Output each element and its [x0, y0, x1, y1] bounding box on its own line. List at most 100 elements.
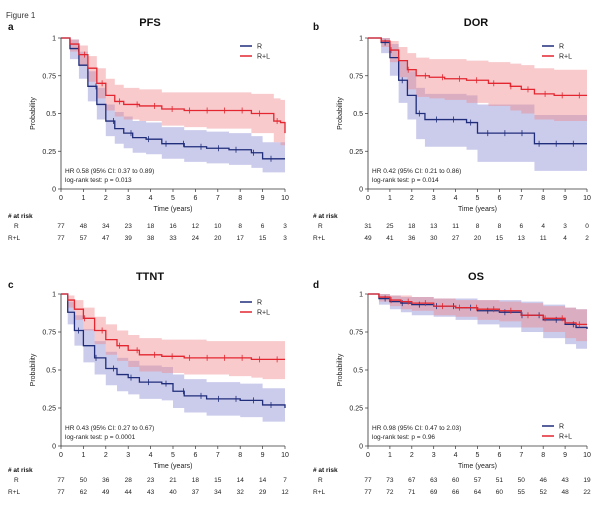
- x-tick-label: 6: [193, 195, 197, 202]
- risk-value: 11: [540, 235, 547, 242]
- risk-value: 15: [214, 477, 222, 484]
- x-axis-label: Time (years): [153, 206, 192, 213]
- risk-value: 48: [561, 489, 569, 496]
- x-tick-label: 6: [193, 452, 197, 459]
- y-tick-label: 0.5: [353, 368, 363, 375]
- risk-value: 30: [430, 235, 438, 242]
- y-tick-label: 0.75: [349, 330, 363, 337]
- risk-value: 41: [386, 235, 394, 242]
- x-tick-label: 8: [238, 195, 242, 202]
- risk-value: 60: [496, 489, 504, 496]
- x-tick-label: 0: [59, 195, 63, 202]
- risk-value: 64: [474, 489, 482, 496]
- risk-value: 15: [259, 235, 267, 242]
- risk-row-label: R: [14, 477, 19, 484]
- risk-value: 6: [519, 223, 523, 230]
- risk-value: 34: [214, 489, 222, 496]
- x-tick-label: 2: [104, 452, 108, 459]
- risk-value: 13: [518, 235, 526, 242]
- stat-text: HR 0.43 (95% CI: 0.27 to 0.67): [65, 425, 154, 432]
- ci-band-rl: [368, 38, 587, 122]
- risk-value: 12: [192, 223, 200, 230]
- risk-value: 20: [214, 235, 222, 242]
- x-tick-label: 2: [410, 452, 414, 459]
- x-tick-label: 5: [171, 452, 175, 459]
- km-curve-r: [368, 37, 587, 145]
- risk-value: 77: [57, 223, 65, 230]
- risk-value: 8: [498, 223, 502, 230]
- ci-band-r: [61, 38, 285, 173]
- x-tick-label: 5: [476, 452, 480, 459]
- figure-label: Figure 1: [6, 11, 36, 20]
- risk-value: 40: [169, 489, 177, 496]
- x-tick-label: 8: [541, 452, 545, 459]
- panel-label: a: [8, 22, 14, 33]
- risk-value: 25: [386, 223, 394, 230]
- risk-value: 71: [408, 489, 416, 496]
- risk-value: 27: [452, 235, 460, 242]
- x-tick-label: 4: [454, 195, 458, 202]
- risk-value: 32: [237, 489, 245, 496]
- x-tick-label: 3: [432, 195, 436, 202]
- x-tick-label: 5: [171, 195, 175, 202]
- risk-value: 49: [364, 235, 372, 242]
- y-tick-label: 0.75: [42, 330, 56, 337]
- risk-value: 33: [169, 235, 177, 242]
- x-tick-label: 7: [519, 452, 523, 459]
- ci-band-r: [368, 38, 587, 171]
- x-tick-label: 1: [81, 195, 85, 202]
- risk-value: 36: [408, 235, 416, 242]
- stat-text: HR 0.58 (95% CI: 0.37 to 0.89): [65, 168, 154, 175]
- legend-label: R+L: [257, 310, 270, 317]
- stat-text: log-rank test: p = 0.013: [65, 177, 132, 184]
- risk-row-label: R: [14, 223, 19, 230]
- risk-value: 44: [125, 489, 133, 496]
- y-tick-label: 0: [359, 444, 363, 451]
- chart-title: PFS: [139, 17, 160, 29]
- risk-value: 19: [583, 477, 591, 484]
- x-tick-label: 9: [261, 195, 265, 202]
- risk-value: 24: [192, 235, 200, 242]
- y-tick-label: 0: [52, 444, 56, 451]
- legend-label: R+L: [257, 54, 270, 61]
- risk-value: 12: [281, 489, 289, 496]
- x-tick-label: 3: [126, 195, 130, 202]
- risk-value: 50: [518, 477, 526, 484]
- risk-value: 11: [452, 223, 459, 230]
- risk-value: 16: [169, 223, 177, 230]
- risk-value: 7: [283, 477, 287, 484]
- risk-value: 37: [192, 489, 200, 496]
- x-tick-label: 4: [149, 195, 153, 202]
- risk-value: 23: [125, 223, 133, 230]
- y-tick-label: 0.75: [42, 73, 56, 80]
- y-tick-label: 0.25: [349, 149, 363, 156]
- risk-value: 47: [102, 235, 110, 242]
- y-axis-label: Probability: [30, 353, 37, 386]
- risk-value: 14: [237, 477, 245, 484]
- risk-value: 22: [583, 489, 591, 496]
- y-tick-label: 0: [359, 187, 363, 194]
- risk-value: 46: [540, 477, 548, 484]
- risk-row-label: R+L: [313, 489, 325, 496]
- risk-value: 3: [563, 223, 567, 230]
- x-tick-label: 4: [454, 452, 458, 459]
- ci-band-rl: [61, 38, 285, 156]
- risk-value: 3: [283, 235, 287, 242]
- risk-row-label: R+L: [8, 489, 20, 496]
- risk-value: 73: [386, 477, 394, 484]
- panel-label: b: [313, 22, 319, 33]
- risk-value: 43: [147, 489, 155, 496]
- risk-value: 66: [452, 489, 460, 496]
- risk-value: 17: [237, 235, 245, 242]
- y-tick-label: 1: [52, 36, 56, 43]
- panel-dor: b DOR 0 1 2 3 4 5 6 7 8 9 10 0 0.25 0.5 0.75 1 Time (years…: [313, 17, 591, 242]
- x-tick-label: 1: [81, 452, 85, 459]
- risk-value: 62: [80, 489, 88, 496]
- risk-value: 18: [408, 223, 416, 230]
- km-curve-rl: [368, 293, 587, 326]
- risk-value: 77: [364, 477, 372, 484]
- y-tick-label: 0.5: [353, 111, 363, 118]
- risk-value: 4: [563, 235, 567, 242]
